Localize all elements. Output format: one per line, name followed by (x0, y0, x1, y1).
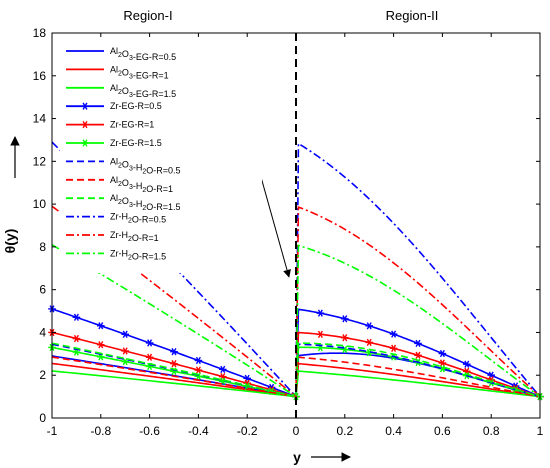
legend-label: Al2O3-EG-R=0.5 (110, 46, 176, 62)
series-5-marker (121, 347, 129, 355)
legend-label: Zr-H2O-R=1.5 (110, 248, 166, 261)
series-4-marker (145, 339, 154, 347)
y-tick-label: 16 (33, 69, 47, 83)
series-4-marker (316, 309, 325, 317)
legend-label: Zr-EG-R=1.5 (110, 138, 162, 148)
series-5-marker (341, 334, 349, 342)
legend-label: Al2O3-H2O-R=1 (110, 175, 173, 194)
legend: Al2O3-EG-R=0.5 Al2O3-EG-R=1 Al2O3-EG-R=1.5… (60, 40, 262, 273)
series-5-marker (389, 344, 398, 352)
legend-marker (82, 120, 88, 129)
y-tick-label: 6 (39, 283, 46, 297)
ticks-layer: -1 -0.8 -0.6 -0.4 -0.2 0 0.2 0.4 0.6 0.8 102468101… (33, 26, 544, 438)
x-tick-label: -0.4 (188, 424, 209, 438)
series-5-marker (97, 341, 105, 349)
series-layer (48, 141, 544, 401)
y-tick-label: 12 (33, 154, 47, 168)
series-4-marker (414, 339, 422, 348)
legend-label: Zr-EG-R=1 (110, 120, 154, 130)
series-4-marker (219, 365, 227, 374)
series-4-marker (341, 315, 349, 323)
series-4-marker (463, 360, 471, 368)
series-4-marker (97, 322, 105, 330)
y-tick-label: 18 (33, 26, 47, 40)
x-tick-label: 0.4 (385, 424, 402, 438)
series-4-marker (438, 349, 447, 358)
x-tick-label: -0.6 (139, 424, 160, 438)
series-5-marker (316, 330, 325, 339)
series-4-marker (72, 313, 81, 321)
region-label-1: Region-I (123, 8, 172, 23)
x-tick-label: 0.2 (336, 424, 353, 438)
series-5-marker (72, 334, 81, 343)
legend-marker (82, 139, 88, 147)
x-tick-label: -0.8 (90, 424, 111, 438)
y-tick-label: 10 (33, 197, 47, 211)
y-tick-label: 4 (39, 325, 46, 339)
x-tick-label: -1 (47, 424, 58, 438)
x-tick-label: 0.8 (483, 424, 500, 438)
x-tick-label: 0 (293, 424, 300, 438)
y-tick-label: 8 (39, 240, 46, 254)
series-line-9 (51, 342, 541, 398)
series-6-marker (121, 357, 129, 366)
y-axis-title: θ(y) (2, 229, 18, 254)
legend-label: Al2O3-H2O-R=1.5 (110, 193, 181, 212)
legend-marker (82, 102, 88, 110)
series-5-marker (194, 366, 203, 374)
series-5-marker (414, 351, 422, 359)
series-4-marker (170, 348, 178, 356)
series-5-marker (145, 353, 154, 361)
series-4-marker (365, 322, 373, 330)
series-5-marker (170, 360, 178, 368)
y-tick-label: 2 (39, 368, 46, 382)
legend-label: Zr-EG-R=0.5 (110, 101, 162, 111)
legend-label: Al2O3-H2O-R=0.5 (110, 156, 181, 175)
legend-label: Al2O3-EG-R=1 (110, 64, 169, 80)
x-tick-label: 1 (537, 424, 544, 438)
legend-label: Zr-H2O-R=0.5 (110, 212, 166, 225)
series-4-marker (389, 330, 398, 338)
series-4-marker (121, 330, 129, 338)
series-5-marker (365, 338, 373, 347)
y-tick-label: 14 (33, 112, 47, 126)
legend-label: Al2O3-EG-R=1.5 (110, 83, 176, 99)
x-tick-label: 0.6 (434, 424, 451, 438)
legend-label: Zr-H2O-R=1 (110, 230, 159, 243)
y-tick-label: 0 (39, 411, 46, 425)
region-label-2: Region-II (386, 8, 439, 23)
x-tick-label: -0.2 (237, 424, 258, 438)
x-axis-title: y (293, 449, 301, 465)
series-4-marker (194, 356, 203, 365)
